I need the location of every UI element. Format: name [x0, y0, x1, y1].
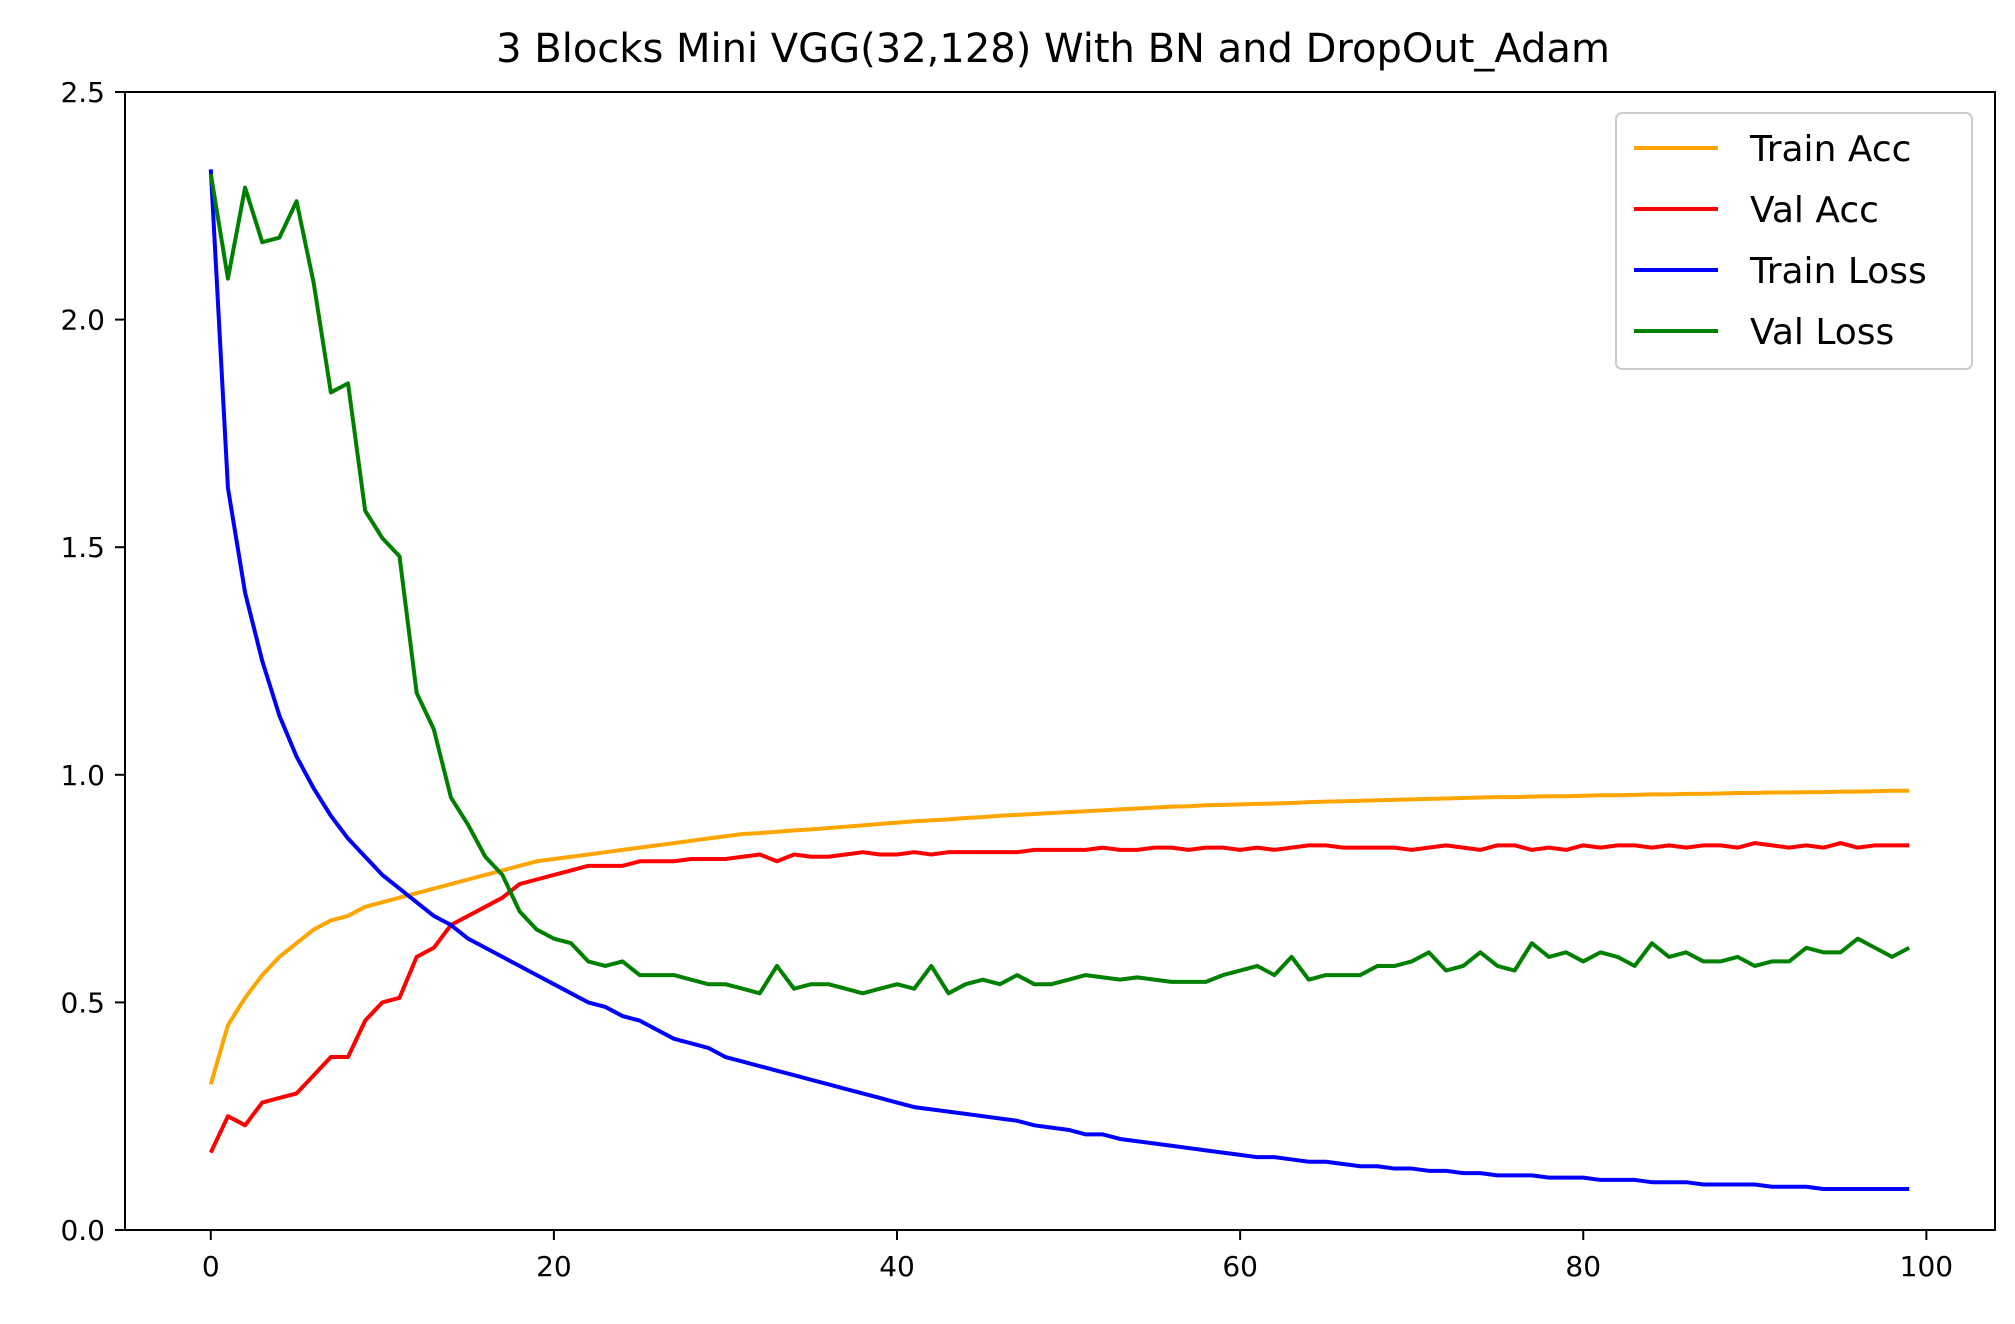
y-tick-label: 2.0: [60, 304, 105, 337]
x-tick-label: 20: [536, 1250, 572, 1283]
x-tick-label: 80: [1565, 1250, 1601, 1283]
x-tick-label: 0: [202, 1250, 220, 1283]
y-tick-label: 1.0: [60, 759, 105, 792]
legend-label: Train Acc: [1749, 129, 1911, 170]
series-line-train-acc: [208, 788, 1910, 1085]
legend-box: [1615, 112, 1973, 370]
y-tick-label: 0.5: [60, 986, 105, 1019]
legend-label: Val Acc: [1750, 190, 1879, 231]
x-axis: 0 20 40 60 80 100: [202, 1230, 1953, 1283]
legend: Train Acc Val Acc Train Loss Val Loss: [1615, 112, 1973, 370]
series-line-val-acc: [208, 841, 1910, 1154]
series-group: [208, 169, 1911, 1192]
y-tick-label: 2.5: [60, 76, 105, 109]
legend-label: Train Loss: [1749, 251, 1927, 292]
y-axis: 0.0 0.5 1.0 1.5 2.0 2.5: [60, 76, 125, 1247]
x-tick-label: 60: [1222, 1250, 1258, 1283]
legend-label: Val Loss: [1750, 312, 1894, 353]
x-tick-label: 100: [1900, 1250, 1953, 1283]
plot-frame: [124, 91, 1996, 1231]
x-tick-label: 40: [879, 1250, 915, 1283]
plot-area: 0 20 40 60 80 100 0.0 0.5 1.0 1.5 2.0 2.5: [60, 76, 1996, 1283]
y-tick-label: 0.0: [60, 1214, 105, 1247]
y-tick-label: 1.5: [60, 531, 105, 564]
chart-title: 3 Blocks Mini VGG(32,128) With BN and Dr…: [496, 26, 1610, 72]
series-line-train-loss: [208, 169, 1910, 1192]
series-line-val-loss: [208, 173, 1911, 996]
